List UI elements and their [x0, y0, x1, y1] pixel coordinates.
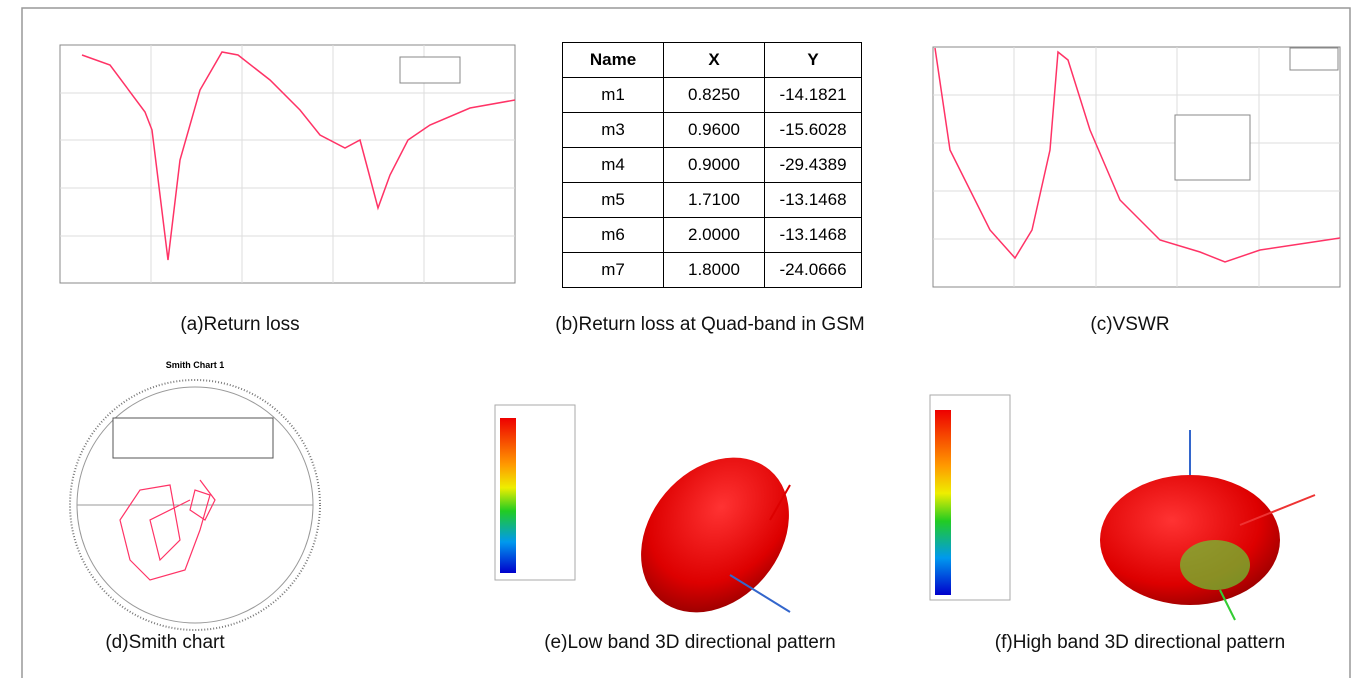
cell: m6 [563, 218, 664, 253]
vswr-plot [933, 47, 1340, 287]
page: (a)Return loss (b)Return loss at Quad-ba… [0, 0, 1360, 678]
cell: 1.7100 [664, 183, 765, 218]
caption: (b)Return loss at Quad-band in GSM [555, 314, 864, 335]
cell: -13.1468 [765, 218, 862, 253]
header-cell: X [664, 43, 765, 78]
caption: (c)VSWR [1090, 314, 1169, 335]
header-cell: Name [563, 43, 664, 78]
cell: 1.8000 [664, 253, 765, 288]
smith-chart: Smith Chart 1 [70, 360, 320, 630]
cell: -13.1468 [765, 183, 862, 218]
cell: -15.6028 [765, 113, 862, 148]
smith-title: Smith Chart 1 [166, 360, 225, 370]
return-loss-plot [60, 45, 515, 283]
cell: -29.4389 [765, 148, 862, 183]
cell: m3 [563, 113, 664, 148]
cell: -24.0666 [765, 253, 862, 288]
caption: (d)Smith chart [105, 632, 225, 653]
cell: 0.9000 [664, 148, 765, 183]
caption: (e)Low band 3D directional pattern [544, 632, 836, 653]
low-band-pattern [495, 405, 819, 642]
cell: m1 [563, 78, 664, 113]
caption: (a)Return loss [180, 314, 299, 335]
cell: m7 [563, 253, 664, 288]
cell: 0.9600 [664, 113, 765, 148]
cell: m4 [563, 148, 664, 183]
high-band-pattern [930, 395, 1315, 620]
cell: 2.0000 [664, 218, 765, 253]
header-cell: Y [765, 43, 862, 78]
cell: -14.1821 [765, 78, 862, 113]
cell: 0.8250 [664, 78, 765, 113]
caption: (f)High band 3D directional pattern [995, 632, 1285, 653]
cell: m5 [563, 183, 664, 218]
